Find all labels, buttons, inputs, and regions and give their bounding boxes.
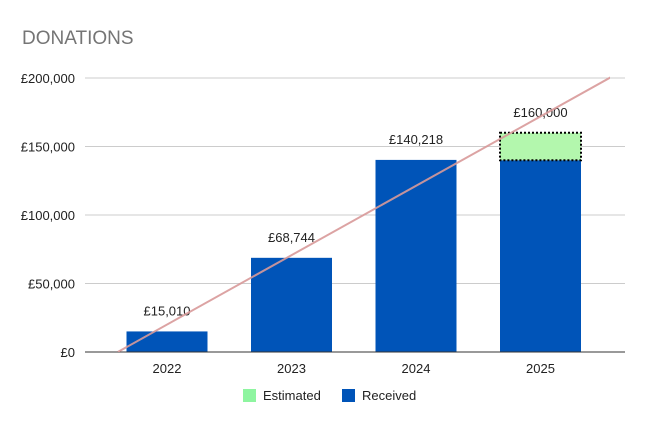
trendline (117, 76, 610, 352)
x-tick-label: 2024 (402, 361, 431, 376)
bar-estimated (499, 131, 582, 162)
x-tick-label: 2023 (277, 361, 306, 376)
legend-swatch-estimated (243, 389, 256, 402)
bar-received (126, 331, 208, 352)
legend-label-estimated: Estimated (263, 388, 321, 403)
y-tick-label: £200,000 (21, 71, 75, 86)
chart-title: DONATIONS (22, 28, 134, 49)
data-label: £140,218 (389, 132, 443, 147)
bar-received (251, 257, 332, 352)
y-tick-label: £100,000 (21, 208, 75, 223)
y-tick-label: £0 (61, 345, 75, 360)
data-label: £68,744 (268, 230, 315, 245)
data-label: £15,010 (144, 303, 191, 318)
y-tick-label: £50,000 (28, 277, 75, 292)
y-tick-label: £150,000 (21, 140, 75, 155)
legend-swatch-received (342, 389, 355, 402)
legend-label-received: Received (362, 388, 416, 403)
bar-received (375, 159, 457, 352)
x-tick-label: 2025 (526, 361, 555, 376)
x-tick-label: 2022 (153, 361, 182, 376)
bar-received (500, 160, 581, 352)
